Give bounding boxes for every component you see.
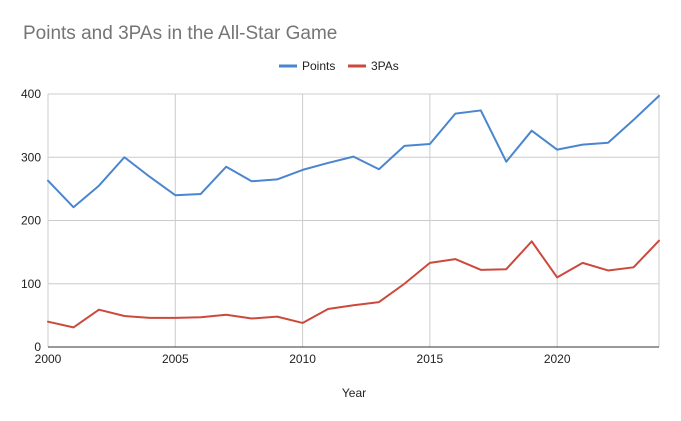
series-line-points[interactable] bbox=[47, 94, 660, 209]
y-tick-label: 300 bbox=[21, 150, 41, 164]
series-line-3pas[interactable] bbox=[47, 239, 660, 329]
y-tick-label: 200 bbox=[21, 214, 41, 228]
x-tick-label: 2005 bbox=[162, 352, 189, 366]
legend-label-points: Points bbox=[302, 59, 335, 73]
y-tick-label: 400 bbox=[21, 87, 41, 101]
y-tick-label: 100 bbox=[21, 277, 41, 291]
x-tick-label: 2020 bbox=[544, 352, 571, 366]
x-tick-label: 2010 bbox=[289, 352, 316, 366]
x-tick-label: 2000 bbox=[35, 352, 62, 366]
y-tick-label: 0 bbox=[34, 340, 41, 354]
axes: 0 100 200 300 400 2000 2005 2010 2015 2020 bbox=[21, 87, 659, 366]
x-tick-label: 2015 bbox=[417, 352, 444, 366]
legend-item-3pas[interactable]: 3PAs bbox=[348, 59, 399, 73]
legend: Points 3PAs bbox=[279, 59, 399, 73]
chart-title: Points and 3PAs in the All-Star Game bbox=[23, 23, 337, 44]
x-axis-title: Year bbox=[342, 386, 366, 400]
legend-label-3pas: 3PAs bbox=[371, 59, 399, 73]
legend-item-points[interactable]: Points bbox=[279, 59, 335, 73]
series-lines bbox=[47, 94, 660, 329]
